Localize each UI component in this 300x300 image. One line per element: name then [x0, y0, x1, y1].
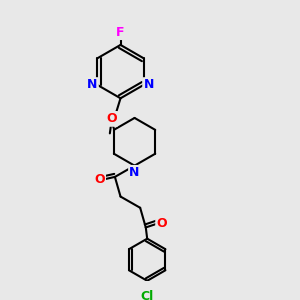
Text: F: F [116, 26, 125, 39]
Text: N: N [143, 78, 154, 92]
Text: O: O [157, 217, 167, 230]
Text: O: O [106, 112, 117, 125]
Text: N: N [87, 78, 98, 92]
Text: O: O [94, 173, 105, 186]
Text: O: O [106, 112, 117, 125]
Text: Cl: Cl [141, 290, 154, 300]
Text: N: N [129, 166, 140, 179]
